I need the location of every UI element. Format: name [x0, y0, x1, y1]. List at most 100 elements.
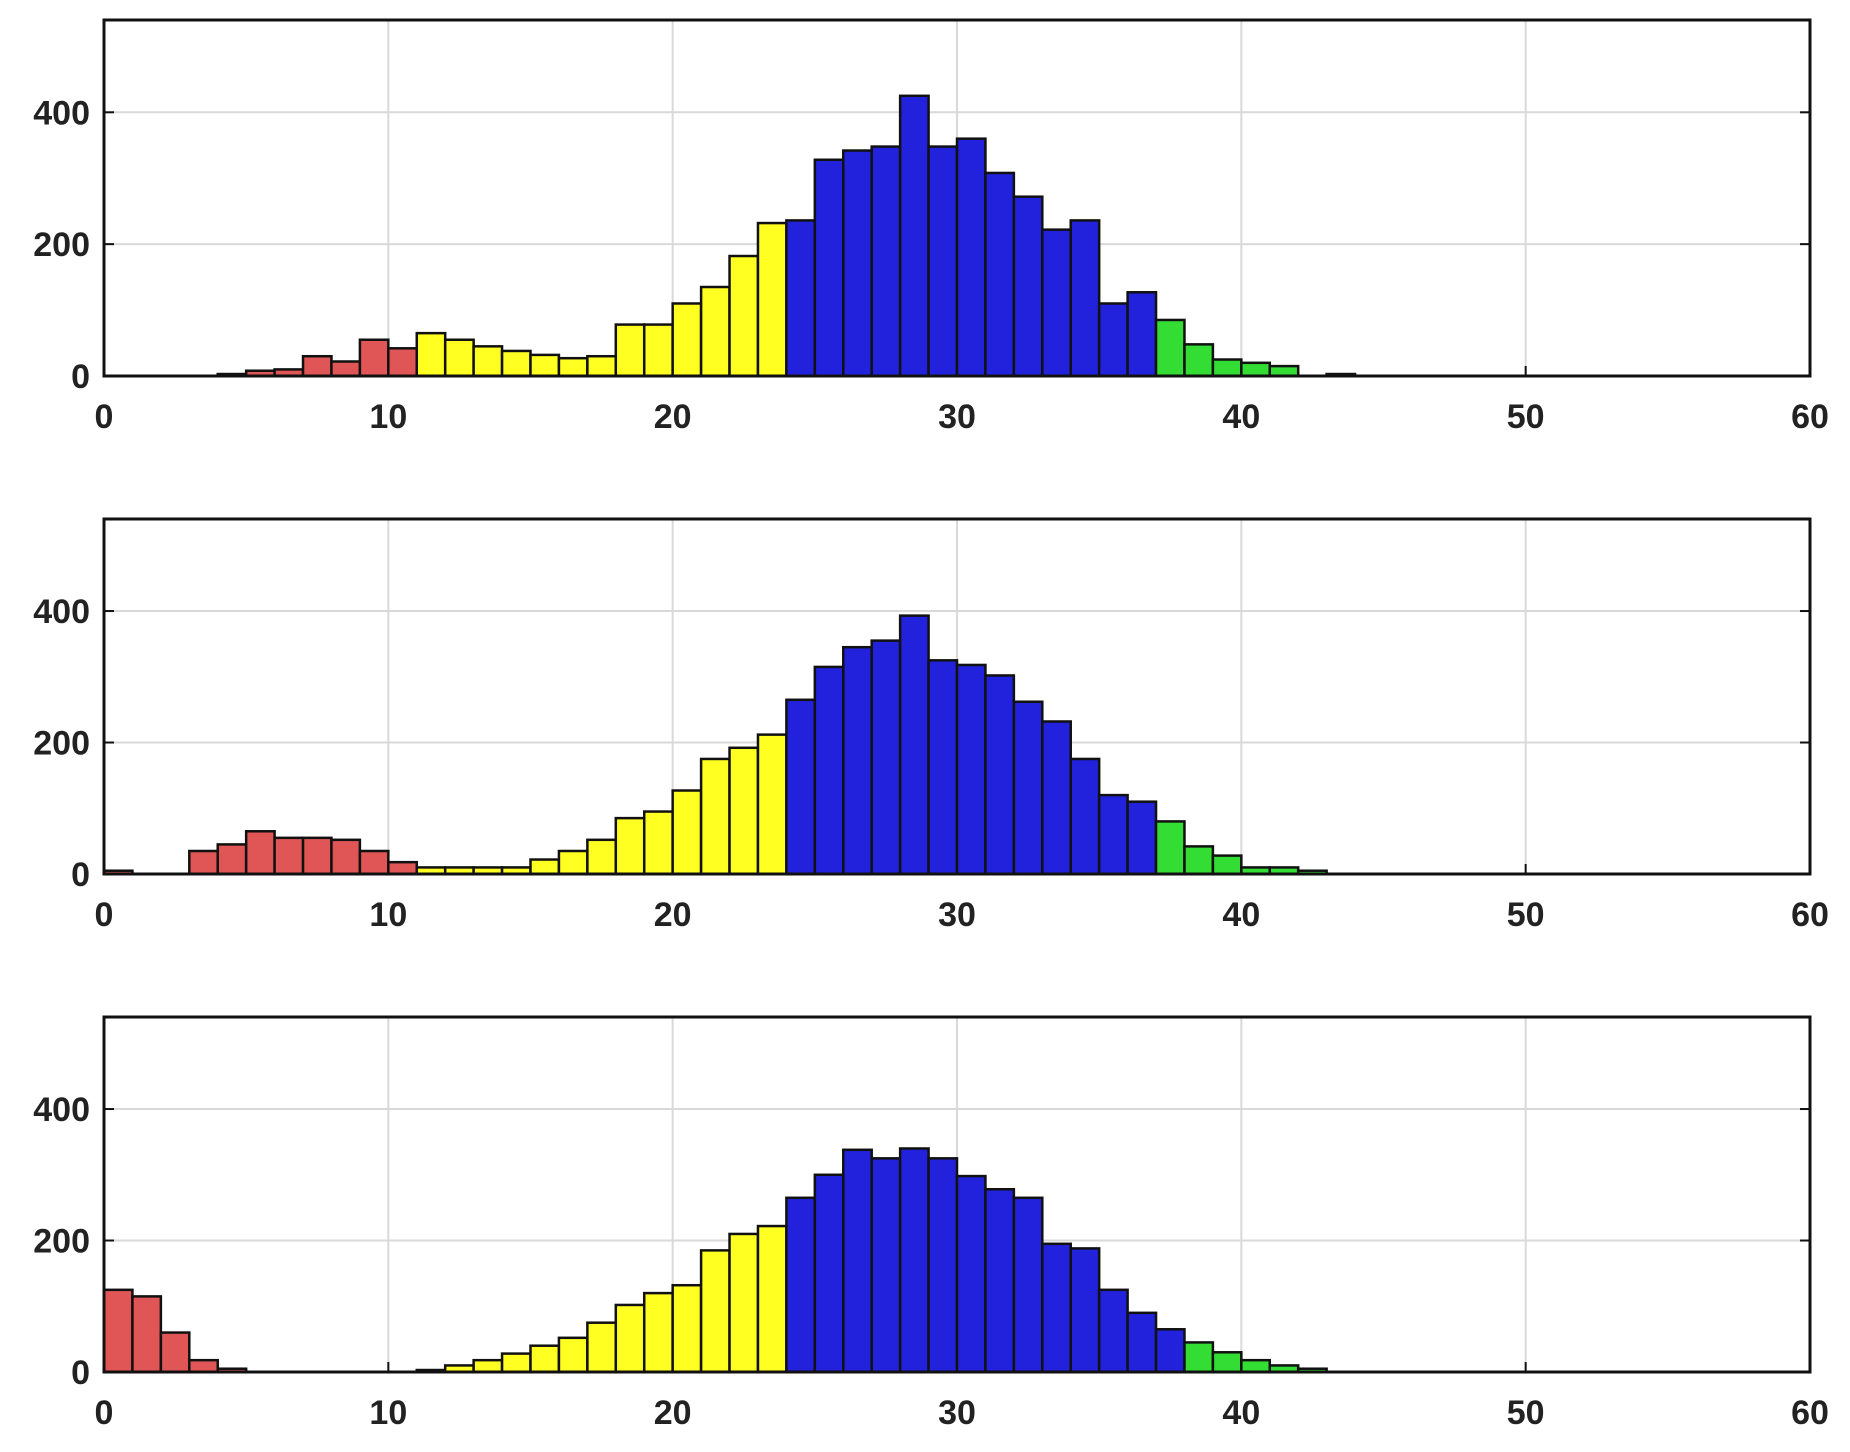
- histogram-bar: [756, 733, 788, 876]
- histogram-bar: [642, 323, 674, 378]
- histogram-bar: [557, 356, 589, 378]
- x-tick-label: 50: [1507, 1394, 1545, 1432]
- x-tick-label: 30: [938, 398, 976, 436]
- histogram-bar: [586, 838, 618, 876]
- histogram-bar: [984, 171, 1016, 378]
- histogram-bar: [159, 1331, 191, 1374]
- histogram-bar: [1097, 793, 1129, 876]
- histogram-bar: [1240, 361, 1272, 378]
- x-tick-label: 30: [938, 896, 976, 934]
- histogram-bar: [728, 254, 760, 378]
- x-tick-label: 40: [1222, 896, 1260, 934]
- x-tick-label: 0: [95, 1394, 114, 1432]
- x-tick-label: 30: [938, 1394, 976, 1432]
- histogram-bar: [1069, 1247, 1101, 1374]
- histogram-bar: [898, 1147, 930, 1374]
- x-tick-label: 20: [654, 1394, 692, 1432]
- histogram-bar: [813, 665, 845, 876]
- histogram-bar: [699, 285, 731, 378]
- histogram-bar: [927, 659, 959, 876]
- histogram-bar: [500, 349, 532, 378]
- axes-frame: [102, 1015, 1812, 1374]
- x-tick-label: 20: [654, 398, 692, 436]
- y-tick-label: 0: [71, 1354, 90, 1392]
- histogram-bar: [1154, 1328, 1186, 1374]
- x-tick-label: 60: [1791, 398, 1829, 436]
- histogram-bar: [1183, 1341, 1215, 1374]
- histogram-bar: [699, 1249, 731, 1374]
- histogram-bar: [443, 338, 475, 378]
- histogram-bar: [842, 1148, 873, 1374]
- histogram-panel-bottom: 0 10 20 30 40 50 60 0 200 400: [33, 1015, 1829, 1432]
- histogram-bar: [1211, 854, 1243, 876]
- x-tick-label: 0: [95, 398, 114, 436]
- histogram-bar: [415, 331, 447, 378]
- histogram-bar: [642, 810, 674, 876]
- histogram-bar: [842, 149, 873, 378]
- y-tick-label: 400: [33, 593, 90, 631]
- histogram-bar: [529, 1344, 561, 1374]
- histogram-bar: [358, 338, 390, 378]
- x-tick-label: 40: [1222, 398, 1260, 436]
- histogram-bar: [785, 219, 817, 378]
- x-tick-label: 0: [95, 896, 114, 934]
- histogram-bar: [1012, 700, 1044, 876]
- histogram-bar: [102, 1288, 134, 1374]
- histogram-bar: [870, 639, 902, 876]
- x-tick-label: 10: [369, 896, 407, 934]
- histogram-bar: [586, 1321, 618, 1374]
- y-tick-label: 400: [33, 94, 90, 132]
- histogram-bar: [614, 323, 646, 378]
- histogram-bar: [699, 757, 731, 876]
- y-tick-label: 200: [33, 725, 90, 763]
- histogram-bar: [330, 838, 362, 876]
- histogram-bar: [529, 353, 561, 378]
- histogram-bar: [273, 836, 305, 876]
- histogram-panel-top: 0 10 20 30 40 50 60 0 200 400: [33, 18, 1829, 436]
- histogram-bar: [358, 849, 390, 876]
- histogram-bar: [756, 221, 788, 378]
- histogram-bar: [472, 1358, 504, 1374]
- y-tick-label: 0: [71, 358, 90, 396]
- histogram-bar: [842, 645, 873, 876]
- histogram-bar: [927, 1157, 959, 1374]
- histogram-bar: [301, 836, 333, 876]
- histogram-bar: [898, 614, 930, 876]
- histogram-bar: [614, 1303, 646, 1374]
- histogram-bar: [870, 1157, 902, 1374]
- histogram-bar: [301, 354, 333, 378]
- histogram-bar: [472, 345, 504, 378]
- histogram-bar: [387, 860, 419, 876]
- histogram-bar: [756, 1224, 788, 1374]
- histogram-panel-middle: 0 10 20 30 40 50 60 0 200 400: [33, 517, 1829, 934]
- x-tick-label: 50: [1507, 398, 1545, 436]
- histogram-bar: [813, 1173, 845, 1374]
- histogram-bar: [785, 698, 817, 876]
- histogram-bar: [984, 674, 1016, 876]
- y-tick-label: 400: [33, 1091, 90, 1129]
- histogram-bar: [500, 1352, 532, 1374]
- histogram-bar: [1154, 820, 1186, 876]
- histogram-bar: [955, 1174, 987, 1374]
- y-tick-label: 0: [71, 856, 90, 894]
- histogram-bar: [955, 137, 987, 378]
- histogram-bar: [785, 1196, 817, 1374]
- histogram-bar: [1211, 1351, 1243, 1374]
- histogram-bar: [955, 663, 987, 876]
- histogram-bar: [1240, 1358, 1272, 1374]
- histogram-bar: [586, 354, 618, 378]
- histogram-bar: [1154, 318, 1186, 378]
- histogram-bar: [387, 347, 419, 378]
- x-tick-label: 40: [1222, 1394, 1260, 1432]
- histogram-bar: [1041, 1242, 1072, 1374]
- x-tick-label: 50: [1507, 896, 1545, 934]
- histogram-bar: [1097, 1288, 1129, 1374]
- histogram-bar: [1183, 343, 1215, 378]
- x-tick-label: 20: [654, 896, 692, 934]
- histogram-bar: [529, 858, 561, 876]
- x-tick-label: 10: [369, 1394, 407, 1432]
- histogram-bar: [984, 1187, 1016, 1374]
- histogram-bar: [1183, 845, 1215, 876]
- histogram-bar: [244, 830, 276, 876]
